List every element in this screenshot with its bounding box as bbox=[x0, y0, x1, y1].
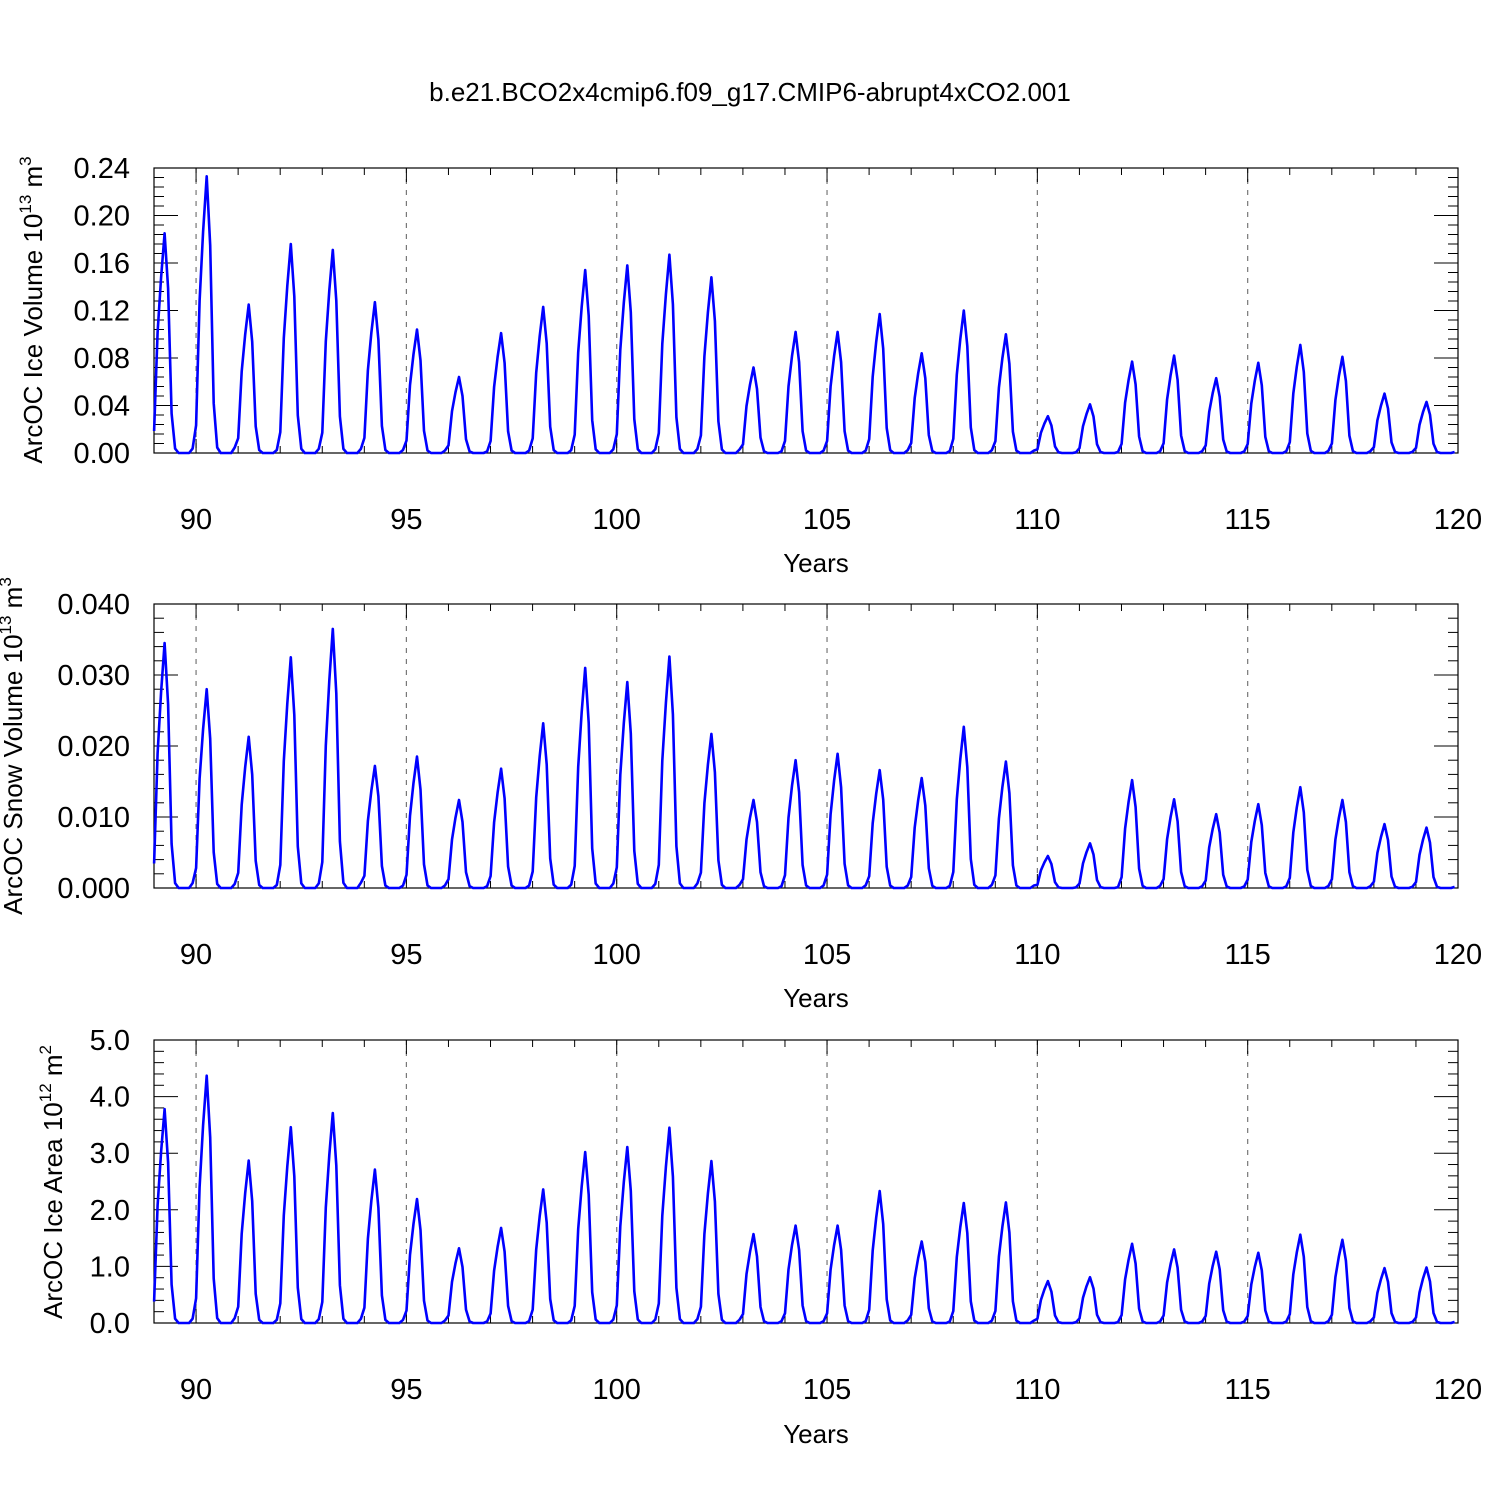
x-tick-label: 115 bbox=[1225, 939, 1271, 971]
x-axis-title: Years bbox=[783, 983, 849, 1013]
y-tick-label: 2.0 bbox=[90, 1195, 130, 1227]
ice-area-panel: 90 95 100 105 110 115 120 0.0 1.0 2.0 3.0 4.0 5.0 Yea… bbox=[36, 1025, 1482, 1449]
y-tick-label: 0.0 bbox=[90, 1308, 130, 1340]
x-tick-label: 100 bbox=[593, 939, 641, 971]
y-tick-label: 3.0 bbox=[90, 1138, 130, 1170]
x-tick-label: 105 bbox=[803, 939, 851, 971]
ice-volume-panel: 90 95 100 105 110 115 120 0.00 0.04 0.08 0.12 0.16 0… bbox=[16, 153, 1482, 578]
y-tick-label: 5.0 bbox=[90, 1025, 130, 1057]
x-axis-title: Years bbox=[783, 1419, 849, 1449]
y-tick-label: 0.010 bbox=[57, 802, 130, 834]
x-tick-label: 95 bbox=[390, 1374, 422, 1406]
x-tick-label: 120 bbox=[1434, 939, 1482, 971]
y-tick-label: 0.04 bbox=[74, 391, 130, 423]
x-tick-label: 90 bbox=[180, 504, 212, 536]
snow-volume-panel: 90 95 100 105 110 115 120 0.000 0.010 0.020 0.030 0… bbox=[0, 577, 1482, 1013]
plot-frame bbox=[153, 1039, 1459, 1324]
y-axis-title: ArcOC Ice Volume 1013 m3 bbox=[16, 156, 48, 463]
y-tick-label: 0.00 bbox=[74, 438, 130, 470]
y-tick-label: 0.000 bbox=[57, 873, 130, 905]
x-tick-label: 115 bbox=[1225, 1374, 1271, 1406]
x-tick-label: 100 bbox=[593, 504, 641, 536]
y-tick-label: 0.040 bbox=[57, 589, 130, 621]
figure-title: b.e21.BCO2x4cmip6.f09_g17.CMIP6-abrupt4x… bbox=[429, 77, 1071, 107]
x-tick-label: 105 bbox=[803, 1374, 851, 1406]
series-line bbox=[152, 175, 1455, 455]
x-tick-label: 110 bbox=[1014, 504, 1060, 536]
y-tick-label: 0.020 bbox=[57, 731, 130, 763]
x-tick-label: 110 bbox=[1014, 1374, 1060, 1406]
y-axis-title: ArcOC Snow Volume 1013 m3 bbox=[0, 577, 28, 915]
x-tick-label: 90 bbox=[180, 939, 212, 971]
y-tick-label: 0.08 bbox=[74, 343, 130, 375]
x-tick-label: 95 bbox=[390, 939, 422, 971]
y-tick-label: 0.16 bbox=[74, 248, 130, 280]
y-axis-title: ArcOC Ice Area 1012 m2 bbox=[36, 1045, 68, 1319]
x-tick-label: 110 bbox=[1014, 939, 1060, 971]
x-tick-label: 120 bbox=[1434, 504, 1482, 536]
x-tick-label: 100 bbox=[593, 1374, 641, 1406]
x-tick-label: 120 bbox=[1434, 1374, 1482, 1406]
x-tick-label: 90 bbox=[180, 1374, 212, 1406]
y-tick-label: 4.0 bbox=[90, 1082, 130, 1114]
series-line bbox=[152, 627, 1456, 890]
y-tick-label: 0.20 bbox=[74, 201, 130, 233]
x-tick-label: 95 bbox=[390, 504, 422, 536]
y-tick-label: 0.030 bbox=[57, 660, 130, 692]
y-tick-label: 0.12 bbox=[74, 296, 130, 328]
x-axis-title: Years bbox=[783, 548, 849, 578]
x-tick-label: 105 bbox=[803, 504, 851, 536]
x-tick-label: 115 bbox=[1225, 504, 1271, 536]
y-tick-label: 0.24 bbox=[74, 153, 130, 185]
series-line bbox=[152, 1074, 1455, 1325]
y-tick-label: 1.0 bbox=[90, 1251, 130, 1283]
